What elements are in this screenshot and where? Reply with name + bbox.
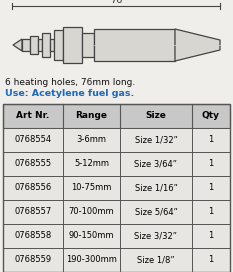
Polygon shape — [13, 39, 22, 51]
Text: Size 3/64”: Size 3/64” — [134, 159, 178, 168]
Bar — [54, 30, 63, 60]
Text: 0768558: 0768558 — [14, 231, 52, 240]
Text: Size 1/16”: Size 1/16” — [135, 184, 178, 193]
Text: Size 5/64”: Size 5/64” — [135, 208, 178, 217]
Bar — [3, 200, 230, 224]
Text: 0768559: 0768559 — [14, 255, 51, 264]
Bar — [3, 176, 230, 200]
Text: 6 heating holes, 76mm long.: 6 heating holes, 76mm long. — [5, 78, 135, 87]
Text: 10-75mm: 10-75mm — [71, 184, 112, 193]
Bar — [3, 224, 230, 248]
Text: Qty: Qty — [202, 112, 220, 120]
Text: Size 1/32”: Size 1/32” — [135, 135, 178, 144]
Text: Art Nr.: Art Nr. — [16, 112, 50, 120]
Polygon shape — [175, 29, 220, 61]
Text: 0768557: 0768557 — [14, 208, 52, 217]
Bar — [50, 39, 54, 51]
Bar — [3, 248, 230, 272]
Text: 90-150mm: 90-150mm — [69, 231, 114, 240]
Text: 1: 1 — [208, 184, 214, 193]
Text: Range: Range — [75, 112, 107, 120]
Bar — [22, 39, 30, 51]
Text: 0768555: 0768555 — [14, 159, 51, 168]
Bar — [30, 36, 38, 54]
Text: 3-6mm: 3-6mm — [76, 135, 106, 144]
Bar — [82, 33, 94, 57]
Bar — [3, 104, 230, 272]
Text: 5-12mm: 5-12mm — [74, 159, 109, 168]
Bar — [42, 33, 50, 57]
Bar — [38, 39, 42, 51]
Text: 1: 1 — [208, 255, 214, 264]
Bar — [3, 128, 230, 152]
Text: 0768554: 0768554 — [14, 135, 51, 144]
Text: 70-100mm: 70-100mm — [69, 208, 114, 217]
Bar — [94, 29, 175, 61]
Text: Size: Size — [146, 112, 166, 120]
Text: 0768556: 0768556 — [14, 184, 52, 193]
Text: Size 1/8”: Size 1/8” — [137, 255, 175, 264]
Text: 1: 1 — [208, 135, 214, 144]
Text: 1: 1 — [208, 231, 214, 240]
Bar — [3, 104, 230, 128]
Text: 1: 1 — [208, 159, 214, 168]
Text: 190-300mm: 190-300mm — [66, 255, 117, 264]
Text: 1: 1 — [208, 208, 214, 217]
Bar — [3, 152, 230, 176]
Text: Use: Acetylene fuel gas.: Use: Acetylene fuel gas. — [5, 89, 134, 98]
Text: Size 3/32”: Size 3/32” — [134, 231, 178, 240]
Bar — [63, 27, 82, 63]
Text: 76: 76 — [110, 0, 122, 5]
